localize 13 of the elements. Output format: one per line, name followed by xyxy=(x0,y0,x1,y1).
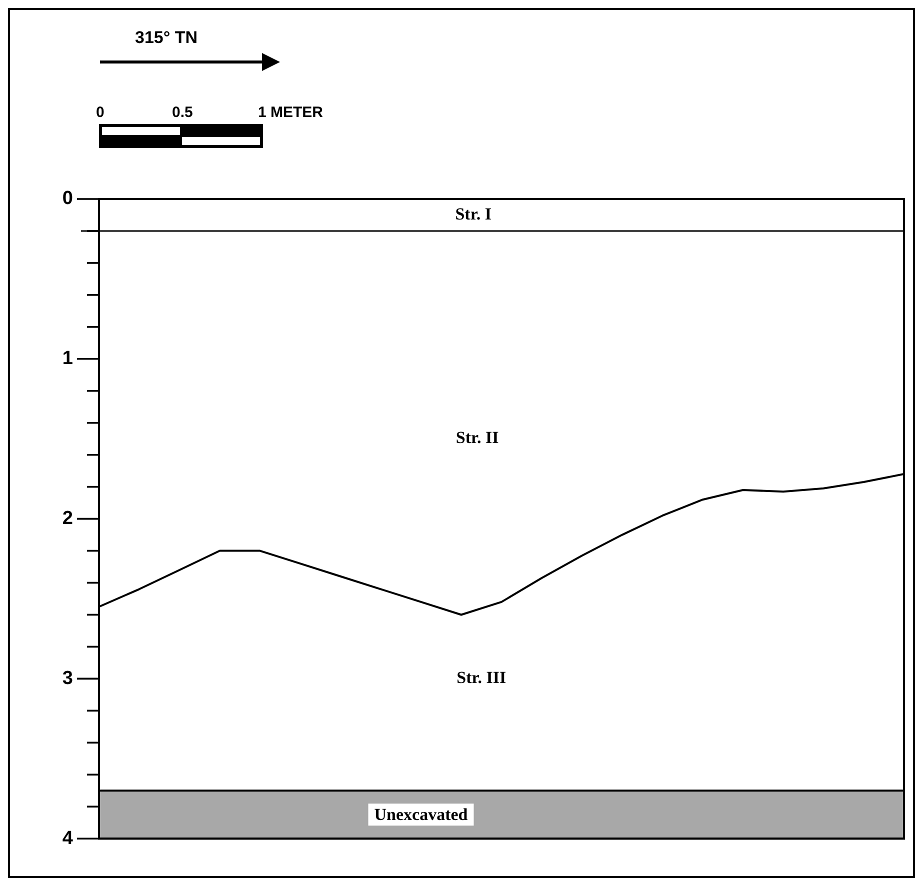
text: 315° TN xyxy=(135,28,198,48)
band-label: Unexcavated xyxy=(374,805,468,824)
text: 1 METER xyxy=(258,104,324,121)
annotation: Str. III xyxy=(456,668,506,688)
y-tick-label: 2 xyxy=(62,508,73,530)
annotation: Str. II xyxy=(456,428,500,448)
annotation: Str. I xyxy=(455,204,492,224)
y-tick-label: 1 xyxy=(62,348,74,370)
text: 0.5 xyxy=(172,104,193,121)
y-tick-label: 4 xyxy=(62,828,74,849)
y-tick-label: 0 xyxy=(62,188,73,210)
text: 0 xyxy=(96,104,104,121)
y-tick-label: 3 xyxy=(62,668,73,689)
